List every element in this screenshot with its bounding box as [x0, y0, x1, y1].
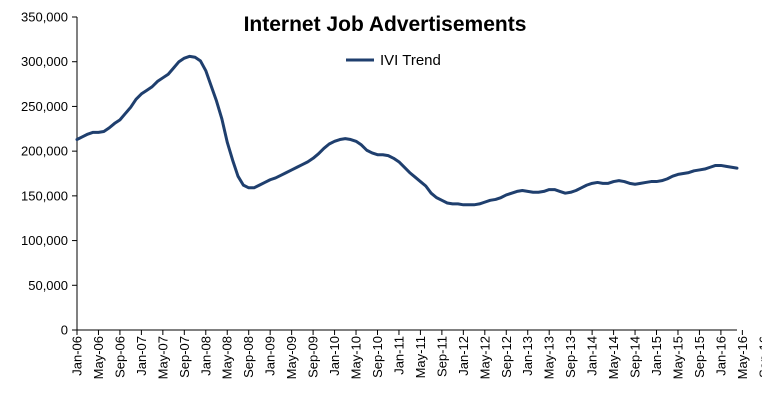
plot-area [75, 54, 739, 207]
y-tick-label: 50,000 [28, 278, 68, 293]
legend-label-ivi-trend: IVI Trend [380, 52, 441, 69]
chart-title: Internet Job Advertisements [244, 13, 527, 36]
y-tick-label: 250,000 [21, 99, 68, 114]
x-tick-label: May-13 [542, 336, 557, 379]
x-tick-label: May-09 [284, 336, 299, 379]
x-tick-label: Sep-13 [563, 336, 578, 378]
x-tick-label: Jan-07 [134, 336, 149, 376]
x-tick-label: May-10 [349, 336, 364, 379]
y-axis: 0 50,000 100,000 150,000 200,000 250,000 300,0… [21, 10, 78, 338]
x-tick-label: Jan-16 [713, 336, 728, 376]
y-tick-label: 200,000 [21, 144, 68, 159]
x-tick-label: Jan-09 [263, 336, 278, 376]
y-tick-label: 0 [61, 323, 68, 338]
y-tick-label: 300,000 [21, 54, 68, 69]
x-tick-label: Jan-14 [585, 336, 600, 376]
x-tick-label: Sep-12 [499, 336, 514, 378]
y-tick-label: 350,000 [21, 10, 68, 25]
x-tick-label: Jan-10 [327, 336, 342, 376]
y-tick-label: 150,000 [21, 188, 68, 203]
x-tick-label: Sep-08 [241, 336, 256, 378]
x-tick-label: Jan-15 [649, 336, 664, 376]
chart-legend: IVI Trend [346, 52, 441, 69]
series-line-ivi-trend [75, 54, 739, 207]
x-tick-label: Sep-16 [756, 336, 762, 378]
x-tick-label: May-14 [606, 336, 621, 379]
x-tick-label: Sep-06 [112, 336, 127, 378]
x-tick-label: Jan-08 [198, 336, 213, 376]
x-tick-label: May-06 [91, 336, 106, 379]
x-tick-label: Sep-09 [306, 336, 321, 378]
x-tick-label: Sep-10 [370, 336, 385, 378]
x-tick-label: May-07 [155, 336, 170, 379]
x-tick-label: May-12 [477, 336, 492, 379]
x-tick-label: Sep-14 [628, 336, 643, 378]
x-tick-label: Jan-13 [520, 336, 535, 376]
x-tick-label: Jan-11 [391, 336, 406, 375]
x-tick-label: May-11 [413, 336, 428, 378]
x-tick-label: May-08 [220, 336, 235, 379]
x-tick-label: May-15 [670, 336, 685, 379]
y-tick-label: 100,000 [21, 233, 68, 248]
x-tick-label: Sep-07 [177, 336, 192, 378]
x-axis: Jan-06 May-06 Sep-06 Jan-07 May-07 Sep-07 Jan-… [70, 329, 762, 379]
x-tick-label: Jan-06 [70, 336, 85, 376]
x-tick-label: Jan-12 [456, 336, 471, 376]
x-tick-label: May-16 [735, 336, 750, 379]
x-tick-label: Sep-15 [692, 336, 707, 378]
x-tick-label: Sep-11 [434, 336, 449, 377]
